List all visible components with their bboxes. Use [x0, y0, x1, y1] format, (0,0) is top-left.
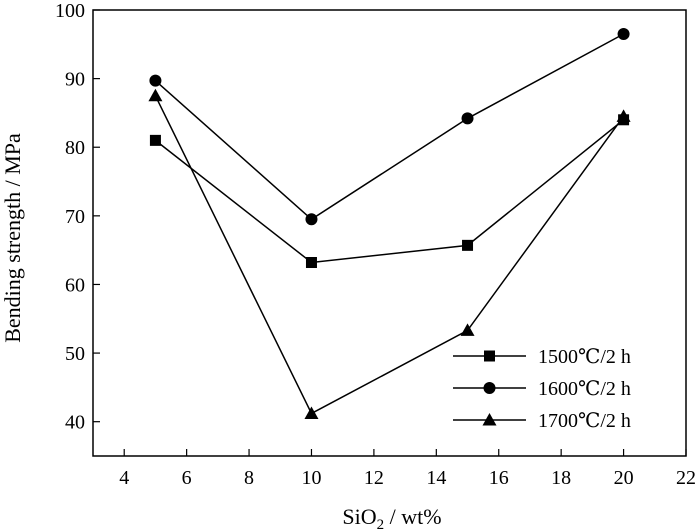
- legend-label-1: 1500℃/2 h: [538, 346, 631, 368]
- series-2-point-15: [461, 112, 474, 125]
- y-axis-title: Bending strength / MPa: [0, 133, 25, 343]
- series-1-point-15: [462, 239, 474, 251]
- series-2-point-10: [305, 213, 318, 226]
- x-tick-label-4: 4: [119, 467, 129, 489]
- legend-marker-1: [484, 350, 495, 362]
- y-tick-label-100: 100: [55, 0, 85, 22]
- plot-frame: [92, 9, 687, 457]
- y-tick-label-60: 60: [65, 274, 85, 296]
- x-tick-label-16: 16: [489, 467, 509, 489]
- series-3: [148, 88, 631, 419]
- x-axis-title-rest: / wt%: [384, 504, 441, 529]
- legend-item-3: 1700℃/2 h: [453, 410, 631, 432]
- legend-item-2: 1600℃/2 h: [453, 378, 631, 400]
- series-1-line: [154, 119, 625, 264]
- y-tick-label-80: 80: [65, 137, 85, 159]
- series-2: [149, 28, 630, 226]
- legend-label-2: 1600℃/2 h: [538, 378, 631, 400]
- x-tick-label-6: 6: [182, 467, 192, 489]
- x-tick-label-14: 14: [426, 467, 446, 489]
- series-1-point-10: [305, 257, 317, 269]
- series-2-point-20: [617, 28, 630, 41]
- x-tick-label-18: 18: [551, 467, 571, 489]
- x-tick-label-8: 8: [244, 467, 254, 489]
- legend-marker-3: [482, 413, 497, 426]
- legend-marker-2: [483, 382, 496, 394]
- legend-label-3: 1700℃/2 h: [538, 410, 631, 432]
- series-1: [149, 114, 630, 269]
- series-3-line: [154, 95, 625, 415]
- series-2-point-5: [149, 74, 162, 87]
- legend-item-1: 1500℃/2 h: [453, 346, 631, 368]
- series-3-point-5: [148, 88, 163, 102]
- x-axis-title: SiO2 / wt%: [342, 504, 441, 531]
- x-axis-title-main: SiO: [342, 504, 376, 529]
- legend: 1500℃/2 h 1600℃/2 h 1700℃/2 h: [453, 346, 631, 432]
- x-axis-title-subscript: 2: [377, 517, 385, 531]
- ticks: 4 6 8 10 12 14 16 18 20 22 40 50 60 70 80 90 100: [55, 0, 696, 489]
- series-2-line: [154, 33, 624, 221]
- series-3-point-15: [460, 323, 475, 336]
- x-tick-label-22: 22: [676, 467, 696, 489]
- series-1-point-5: [149, 134, 161, 146]
- y-tick-label-40: 40: [65, 412, 85, 434]
- y-tick-label-50: 50: [65, 343, 85, 365]
- x-tick-label-20: 20: [614, 467, 634, 489]
- y-tick-label-90: 90: [65, 69, 85, 91]
- series-3-point-10: [304, 406, 319, 419]
- x-tick-label-12: 12: [364, 467, 384, 489]
- axes: [92, 9, 687, 457]
- series: [148, 28, 631, 419]
- x-tick-label-10: 10: [301, 467, 321, 489]
- y-tick-label-70: 70: [65, 206, 85, 228]
- series-3-point-20: [616, 109, 631, 122]
